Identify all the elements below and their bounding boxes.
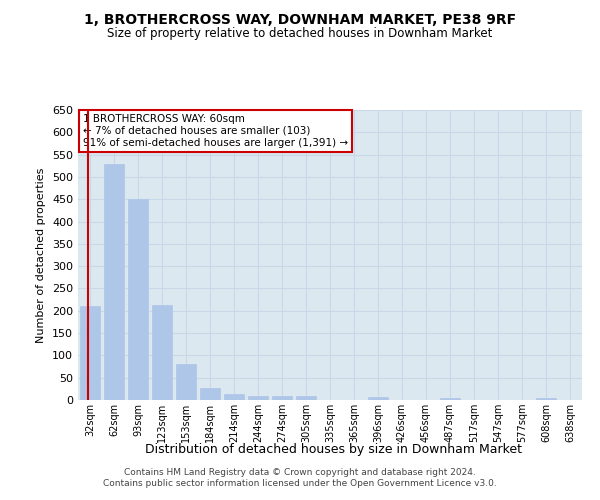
Text: Contains HM Land Registry data © Crown copyright and database right 2024.
Contai: Contains HM Land Registry data © Crown c… — [103, 468, 497, 487]
Bar — [176, 364, 196, 400]
Y-axis label: Number of detached properties: Number of detached properties — [37, 168, 46, 342]
Bar — [128, 199, 148, 400]
Bar — [200, 388, 220, 400]
Bar — [296, 396, 316, 400]
Text: Size of property relative to detached houses in Downham Market: Size of property relative to detached ho… — [107, 28, 493, 40]
Bar — [248, 396, 268, 400]
Text: 1 BROTHERCROSS WAY: 60sqm
← 7% of detached houses are smaller (103)
91% of semi-: 1 BROTHERCROSS WAY: 60sqm ← 7% of detach… — [83, 114, 348, 148]
Text: Distribution of detached houses by size in Downham Market: Distribution of detached houses by size … — [145, 442, 521, 456]
Bar — [152, 305, 172, 400]
Text: 1, BROTHERCROSS WAY, DOWNHAM MARKET, PE38 9RF: 1, BROTHERCROSS WAY, DOWNHAM MARKET, PE3… — [84, 12, 516, 26]
Bar — [224, 394, 244, 400]
Bar — [104, 164, 124, 400]
Bar — [272, 396, 292, 400]
Bar — [536, 398, 556, 400]
Bar — [440, 398, 460, 400]
Bar — [80, 306, 100, 400]
Bar — [368, 397, 388, 400]
